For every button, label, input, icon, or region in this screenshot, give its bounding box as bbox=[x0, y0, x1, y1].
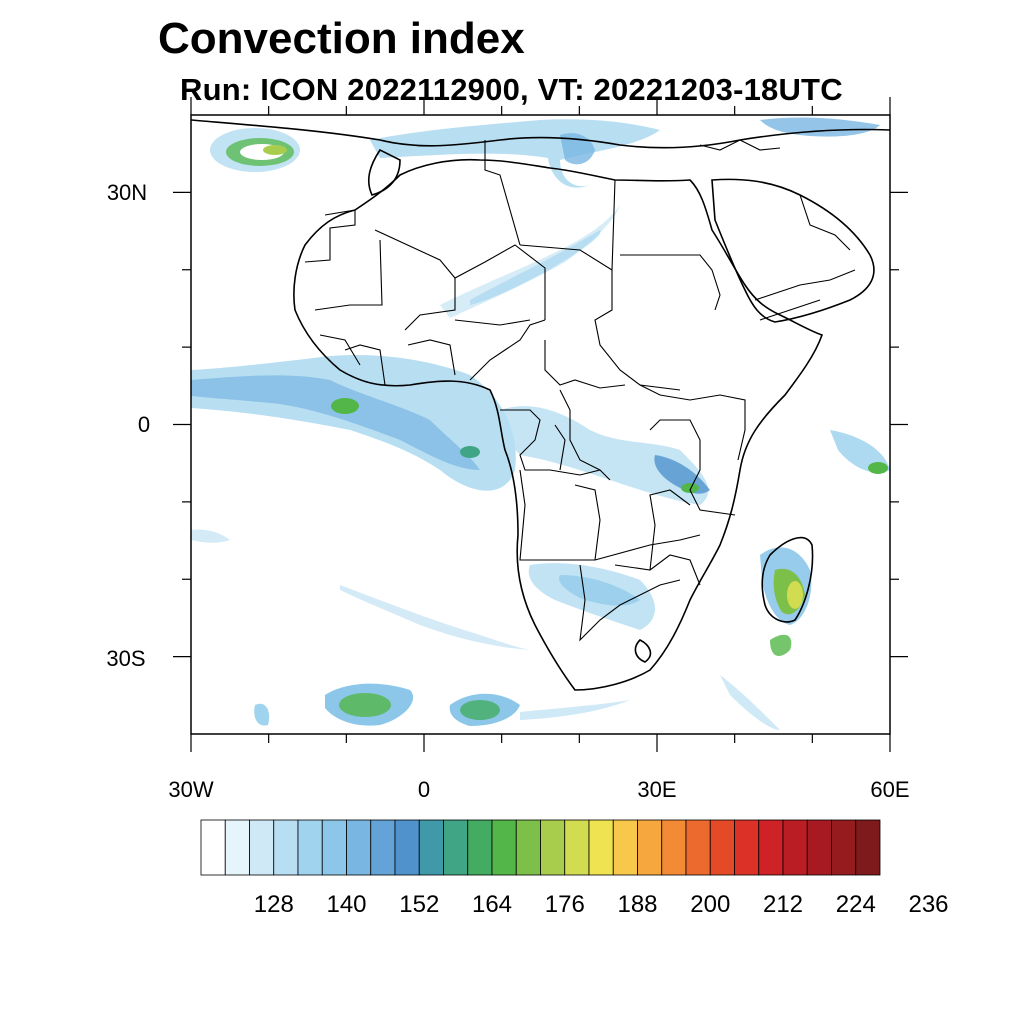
lat-label-0: 0 bbox=[138, 412, 150, 437]
colorbar-swatch bbox=[443, 819, 469, 876]
colorbar-swatch bbox=[637, 819, 663, 876]
colorbar-swatch bbox=[564, 819, 590, 876]
colorbar-tick-label: 128 bbox=[254, 891, 294, 918]
colorbar-swatch bbox=[491, 819, 517, 876]
colorbar-tick-label: 236 bbox=[908, 891, 948, 918]
colorbar-swatch bbox=[394, 819, 420, 876]
convection-field bbox=[191, 117, 890, 730]
convection-region-mediterranean bbox=[370, 119, 660, 188]
colorbar-swatch bbox=[831, 819, 857, 876]
colorbar-swatch bbox=[540, 819, 566, 876]
colorbar-swatch bbox=[249, 819, 275, 876]
axis-ticks bbox=[173, 97, 908, 752]
chart-title: Convection index bbox=[158, 14, 525, 63]
colorbar-swatch bbox=[612, 819, 638, 876]
colorbar-swatch bbox=[418, 819, 444, 876]
colorbar-swatch bbox=[709, 819, 735, 876]
convection-region-sahara-streak bbox=[440, 205, 620, 318]
colorbar-swatch bbox=[758, 819, 784, 876]
chart-subtitle: Run: ICON 2022112900, VT: 20221203-18UTC bbox=[180, 72, 843, 107]
lon-label-0: 0 bbox=[418, 777, 430, 802]
convection-region-central-africa bbox=[499, 406, 709, 505]
colorbar-swatch bbox=[782, 819, 808, 876]
convection-cell bbox=[331, 398, 359, 414]
lon-label-60e: 60E bbox=[870, 777, 909, 802]
colorbar-tick-label: 200 bbox=[690, 891, 730, 918]
colorbar-swatch bbox=[346, 819, 372, 876]
colorbar-swatch bbox=[515, 819, 541, 876]
colorbar-tick-label: 164 bbox=[472, 891, 512, 918]
colorbar-tick-label: 224 bbox=[836, 891, 876, 918]
arabia-coastline bbox=[711, 178, 875, 323]
country-borders bbox=[304, 139, 856, 642]
colorbar-swatch bbox=[661, 819, 687, 876]
colorbar-tick-label: 212 bbox=[763, 891, 803, 918]
colorbar-swatch bbox=[734, 819, 760, 876]
colorbar-tick-label: 188 bbox=[617, 891, 657, 918]
colorbar-swatch bbox=[200, 819, 226, 876]
colorbar-swatch bbox=[370, 819, 396, 876]
colorbar-swatch bbox=[321, 819, 347, 876]
madagascar-coastline bbox=[761, 536, 814, 623]
colorbar-swatch bbox=[806, 819, 832, 876]
colorbar-tick-label: 140 bbox=[326, 891, 366, 918]
africa-coastline bbox=[293, 158, 824, 691]
colorbar-swatch bbox=[855, 819, 881, 876]
colorbar-swatch bbox=[297, 819, 323, 876]
colorbar-swatch bbox=[273, 819, 299, 876]
colorbar-tick-label: 176 bbox=[545, 891, 585, 918]
colorbar-swatch bbox=[467, 819, 493, 876]
colorbar bbox=[200, 819, 881, 876]
lat-label-30n: 30N bbox=[107, 180, 147, 205]
lon-label-30e: 30E bbox=[637, 777, 676, 802]
colorbar-tick-label: 152 bbox=[399, 891, 439, 918]
colorbar-labels: 128 140 152 164 176 188 200 212 224 236 bbox=[254, 891, 949, 918]
colorbar-swatch bbox=[588, 819, 614, 876]
colorbar-swatch bbox=[685, 819, 711, 876]
colorbar-swatch bbox=[224, 819, 250, 876]
coastlines bbox=[191, 119, 890, 691]
lon-label-30w: 30W bbox=[168, 777, 213, 802]
europe-coastline bbox=[191, 119, 890, 149]
lat-label-30s: 30S bbox=[106, 646, 145, 671]
